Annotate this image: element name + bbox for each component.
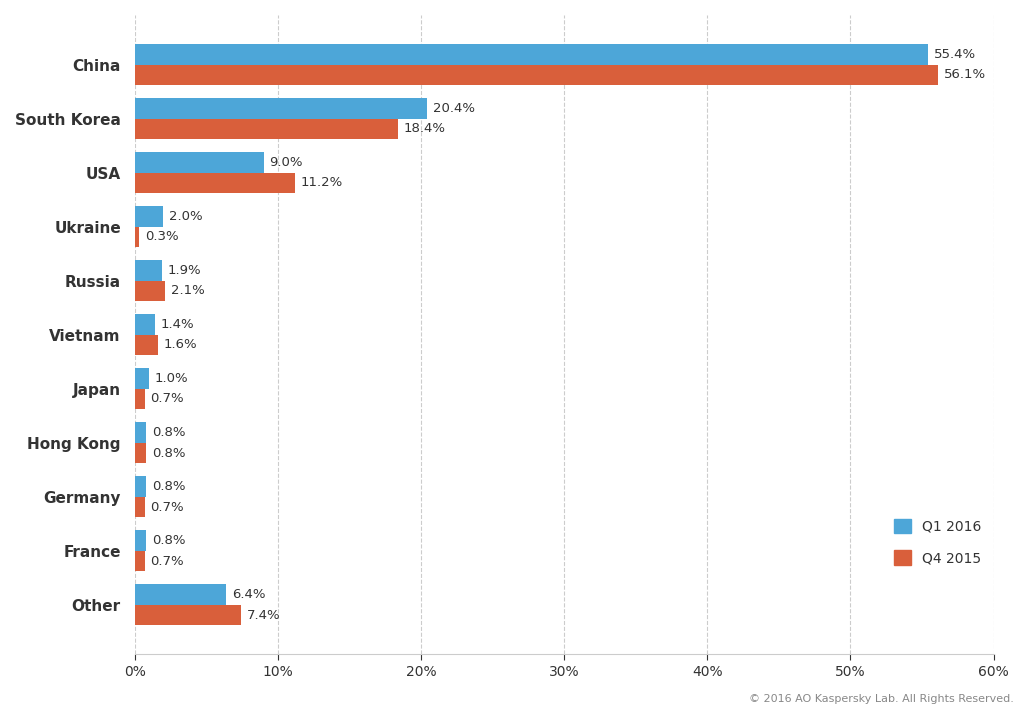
Bar: [135, 368, 150, 389]
Bar: [135, 530, 146, 551]
Bar: [135, 119, 398, 139]
Text: 0.7%: 0.7%: [151, 554, 184, 568]
Bar: [135, 551, 144, 571]
Bar: [135, 260, 162, 280]
Bar: [135, 335, 158, 355]
Legend: Q1 2016, Q4 2015: Q1 2016, Q4 2015: [889, 513, 987, 571]
Text: 0.8%: 0.8%: [152, 447, 185, 459]
Bar: [135, 442, 146, 463]
Bar: [135, 497, 144, 518]
Text: 1.9%: 1.9%: [168, 264, 202, 277]
Bar: [135, 206, 164, 227]
Text: 0.7%: 0.7%: [151, 501, 184, 513]
Text: 1.6%: 1.6%: [164, 338, 197, 351]
Text: 18.4%: 18.4%: [403, 122, 445, 135]
Bar: [135, 605, 241, 625]
Text: 55.4%: 55.4%: [934, 48, 976, 61]
Text: 0.8%: 0.8%: [152, 426, 185, 439]
Text: 9.0%: 9.0%: [269, 156, 303, 169]
Text: 6.4%: 6.4%: [232, 588, 265, 601]
Text: 2.1%: 2.1%: [171, 285, 205, 297]
Text: 0.8%: 0.8%: [152, 480, 185, 493]
Bar: [135, 314, 155, 335]
Text: 20.4%: 20.4%: [432, 102, 474, 115]
Bar: [135, 98, 427, 119]
Bar: [135, 584, 226, 605]
Text: 56.1%: 56.1%: [943, 69, 986, 81]
Text: 0.7%: 0.7%: [151, 392, 184, 406]
Bar: [135, 389, 144, 409]
Text: 11.2%: 11.2%: [301, 176, 343, 190]
Bar: [135, 422, 146, 442]
Bar: [135, 227, 139, 247]
Text: 1.4%: 1.4%: [161, 318, 195, 331]
Bar: [135, 152, 263, 173]
Bar: [135, 64, 938, 85]
Bar: [135, 280, 165, 301]
Text: © 2016 AO Kaspersky Lab. All Rights Reserved.: © 2016 AO Kaspersky Lab. All Rights Rese…: [749, 695, 1014, 704]
Text: 0.8%: 0.8%: [152, 534, 185, 547]
Text: 1.0%: 1.0%: [155, 372, 188, 385]
Bar: [135, 476, 146, 497]
Text: 0.3%: 0.3%: [144, 230, 178, 244]
Text: 2.0%: 2.0%: [169, 210, 203, 223]
Bar: [135, 44, 928, 64]
Bar: [135, 173, 295, 193]
Text: 7.4%: 7.4%: [247, 609, 280, 622]
